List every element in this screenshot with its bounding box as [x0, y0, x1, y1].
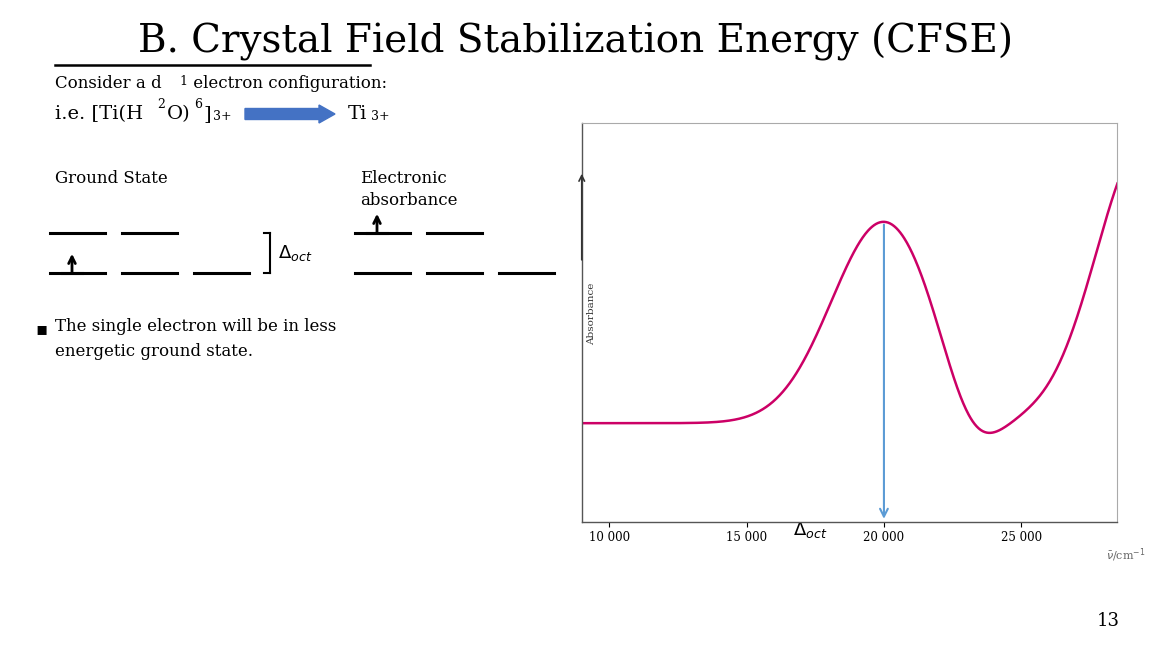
Text: electron configuration:: electron configuration: [188, 75, 387, 92]
Text: The single electron will be in less
energetic ground state.: The single electron will be in less ener… [55, 318, 336, 360]
Text: Absorbance: Absorbance [588, 283, 597, 345]
Text: Ground State: Ground State [55, 170, 168, 187]
Text: $\Delta_{oct}$: $\Delta_{oct}$ [793, 520, 827, 540]
Text: 6: 6 [194, 98, 202, 111]
Text: Ti: Ti [348, 105, 367, 123]
Text: i.e. [Ti(H: i.e. [Ti(H [55, 105, 143, 123]
Text: B. Crystal Field Stabilization Energy (CFSE): B. Crystal Field Stabilization Energy (C… [138, 23, 1014, 62]
Text: Consider a d: Consider a d [55, 75, 161, 92]
Text: 3+: 3+ [371, 110, 389, 123]
Text: 1: 1 [179, 75, 187, 88]
Text: 3+: 3+ [213, 110, 232, 123]
Text: 2: 2 [157, 98, 165, 111]
Text: ▪: ▪ [35, 320, 47, 338]
Text: $\Delta_{oct}$: $\Delta_{oct}$ [278, 243, 312, 263]
Text: 13: 13 [1097, 612, 1120, 630]
Text: $\bar{\nu}$/cm$^{-1}$: $\bar{\nu}$/cm$^{-1}$ [1106, 547, 1146, 564]
FancyArrow shape [245, 105, 335, 123]
Text: O): O) [167, 105, 190, 123]
Text: Electronic
absorbance: Electronic absorbance [359, 170, 457, 209]
Text: ]: ] [203, 105, 211, 123]
